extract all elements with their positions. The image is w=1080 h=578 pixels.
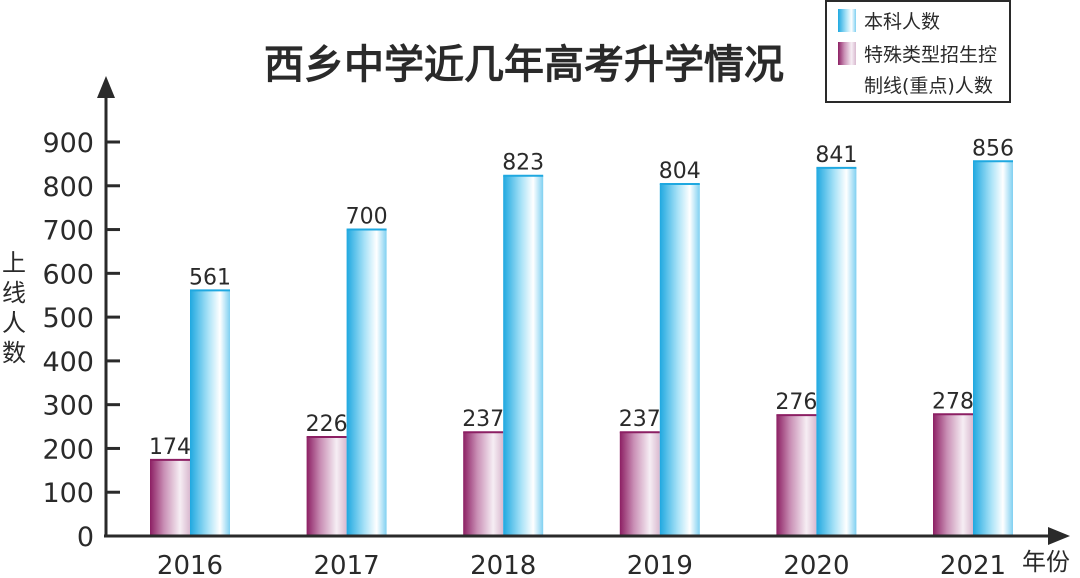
bachelor-bar [659, 184, 700, 536]
value-label: 237 [462, 407, 504, 432]
x-category-label: 2018 [470, 551, 536, 578]
x-category-label: 2019 [627, 551, 693, 578]
value-label: 278 [932, 389, 974, 414]
legend-label-special-line2: 制线(重点)人数 [864, 75, 993, 97]
value-label: 226 [306, 412, 348, 437]
value-label: 700 [346, 205, 388, 230]
y-tick-label: 100 [42, 478, 94, 509]
value-label: 237 [619, 407, 661, 432]
x-axis-arrow [1048, 527, 1070, 545]
x-axis-label: 年份 [1022, 548, 1070, 576]
y-tick-label: 400 [42, 347, 94, 378]
legend-label-special-line1: 特殊类型招生控 [864, 44, 997, 66]
x-category-label: 2016 [157, 551, 223, 578]
value-labels-layer: 174 561 226 700 237 823 237 804 276 841 278 856 [149, 136, 1014, 460]
axes [97, 76, 1070, 545]
x-category-label: 2021 [940, 551, 1006, 578]
special-bar [776, 415, 817, 536]
value-label: 561 [189, 265, 231, 290]
special-bar [619, 432, 660, 536]
chart-title: 西乡中学近几年高考升学情况 [264, 42, 784, 88]
value-label: 841 [815, 143, 857, 168]
special-bar [150, 459, 190, 536]
legend-swatch-bachelor [838, 9, 856, 32]
bachelor-bar [190, 290, 230, 536]
special-bar [306, 437, 347, 536]
bars-layer [150, 160, 1013, 537]
y-tick-label: 300 [42, 391, 94, 422]
special-bar [463, 432, 504, 536]
bachelor-bar [346, 229, 387, 537]
legend-swatch-special [838, 42, 856, 65]
legend-box [825, 0, 1011, 103]
bachelor-bar [503, 175, 544, 536]
y-tick-label: 600 [42, 259, 94, 290]
y-axis-label-char: 人 [2, 309, 26, 337]
y-tick-label: 500 [42, 303, 94, 334]
value-label: 856 [972, 136, 1014, 161]
y-ticks-layer: 0 100 200 300 400 500 600 700 800 900 [42, 128, 120, 553]
y-tick-label: 900 [42, 128, 94, 159]
x-categories-layer: 2016 2017 2018 2019 2020 2021 [157, 551, 1006, 578]
y-axis-label-char: 线 [2, 279, 26, 307]
y-axis-label: 上 线 人 数 [2, 249, 26, 367]
bachelor-bar [816, 167, 857, 536]
x-category-label: 2017 [314, 551, 380, 578]
y-tick-label: 0 [77, 522, 94, 553]
value-label: 823 [502, 151, 544, 176]
value-label: 174 [149, 435, 191, 460]
y-axis-label-char: 数 [2, 339, 26, 367]
y-tick-label: 200 [42, 434, 94, 465]
y-tick-label: 700 [42, 216, 94, 247]
legend-label-bachelor: 本科人数 [864, 11, 940, 33]
y-tick-label: 800 [42, 172, 94, 203]
bachelor-bar [973, 161, 1013, 537]
x-category-label: 2020 [783, 551, 849, 578]
value-label: 276 [775, 390, 817, 415]
y-axis-label-char: 上 [2, 249, 26, 277]
value-label: 804 [659, 159, 701, 184]
legend: 本科人数 特殊类型招生控 制线(重点)人数 [825, 0, 1011, 103]
y-axis-arrow [97, 76, 115, 98]
special-bar [933, 414, 973, 536]
